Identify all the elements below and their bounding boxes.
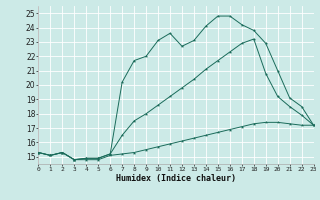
X-axis label: Humidex (Indice chaleur): Humidex (Indice chaleur) [116, 174, 236, 183]
